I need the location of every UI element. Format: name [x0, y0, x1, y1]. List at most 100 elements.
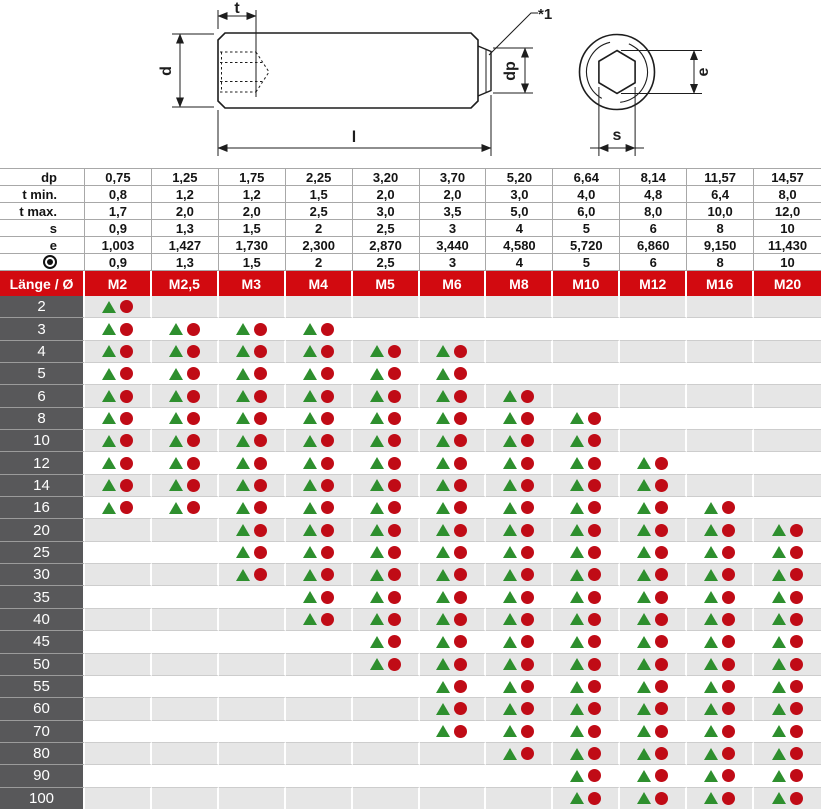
spec-row-label [0, 254, 85, 271]
red-circle-icon [387, 456, 401, 470]
red-circle-icon [119, 411, 133, 425]
e-dimension [621, 50, 702, 94]
availability-markers [503, 635, 535, 649]
availability-markers [436, 367, 468, 381]
red-circle-icon [655, 501, 669, 515]
matrix-cell [218, 541, 286, 565]
green-triangle-icon [637, 479, 652, 492]
availability-markers [369, 568, 401, 582]
matrix-cell [352, 385, 420, 408]
matrix-cell [285, 318, 353, 341]
red-circle-icon [454, 568, 468, 582]
red-circle-icon [790, 769, 804, 783]
column-header: M2,5 [151, 271, 219, 296]
dimension-label-e: e [695, 67, 712, 76]
note-leader-line [488, 12, 538, 56]
availability-markers [101, 478, 133, 492]
matrix-cell [151, 296, 219, 319]
spec-value: 4 [486, 254, 554, 271]
matrix-row: 35 [0, 586, 821, 609]
availability-markers [235, 434, 267, 448]
row-label: 2 [0, 296, 85, 319]
matrix-cell [486, 363, 554, 386]
matrix-row: 5 [0, 363, 821, 386]
red-circle-icon [722, 635, 736, 649]
matrix-cell [85, 765, 152, 788]
matrix-row: 2 [0, 296, 821, 319]
green-triangle-icon [704, 747, 719, 760]
red-circle-icon [186, 344, 200, 358]
matrix-cell [486, 340, 554, 364]
matrix-cell [151, 474, 219, 498]
matrix-cell [285, 765, 353, 788]
red-circle-icon [320, 344, 334, 358]
red-circle-icon [521, 456, 535, 470]
matrix-cell [85, 787, 152, 809]
matrix-cell [352, 474, 420, 498]
corner-cell: Länge / Ø [0, 271, 85, 296]
spec-value: 3,70 [419, 169, 487, 186]
matrix-cell [620, 541, 688, 565]
availability-markers [772, 747, 804, 761]
availability-markers [772, 523, 804, 537]
green-triangle-icon [235, 501, 250, 514]
spec-value: 0,9 [85, 254, 152, 271]
green-triangle-icon [369, 412, 384, 425]
availability-markers [637, 568, 669, 582]
availability-markers [436, 411, 468, 425]
red-circle-icon [790, 791, 804, 805]
availability-markers [302, 367, 334, 381]
spec-value: 1,75 [218, 169, 286, 186]
red-circle-icon [387, 389, 401, 403]
green-triangle-icon [637, 546, 652, 559]
matrix-cell [151, 318, 219, 341]
red-circle-icon [521, 680, 535, 694]
red-circle-icon [387, 367, 401, 381]
matrix-cell [151, 653, 219, 676]
availability-markers [704, 702, 736, 716]
green-triangle-icon [436, 501, 451, 514]
availability-markers [302, 456, 334, 470]
matrix-cell [687, 363, 755, 386]
red-circle-icon [655, 612, 669, 626]
green-triangle-icon [235, 323, 250, 336]
row-label: 12 [0, 452, 85, 475]
red-circle-icon [521, 657, 535, 671]
availability-markers [503, 389, 535, 403]
availability-markers [369, 590, 401, 604]
red-circle-icon [521, 724, 535, 738]
spec-value: 2,0 [419, 186, 487, 203]
matrix-cell [553, 452, 621, 475]
spec-value: 10 [754, 220, 821, 237]
availability-markers [503, 523, 535, 537]
bullseye-core [47, 259, 53, 265]
red-circle-icon [588, 411, 602, 425]
red-circle-icon [655, 702, 669, 716]
availability-markers [570, 568, 602, 582]
red-circle-icon [454, 523, 468, 537]
matrix-header: Länge / Ø M2 M2,5 M3 M4 M5 M6 M8 M10 M12 M16 M20 [0, 271, 821, 296]
availability-markers [436, 501, 468, 515]
green-triangle-icon [235, 546, 250, 559]
matrix-cell [419, 430, 487, 453]
matrix-cell [85, 363, 152, 386]
green-triangle-icon [570, 501, 585, 514]
green-triangle-icon [772, 613, 787, 626]
green-triangle-icon [235, 412, 250, 425]
matrix-cell [620, 564, 688, 587]
matrix-cell [486, 564, 554, 587]
spec-value: 1,3 [151, 220, 219, 237]
matrix-cell [151, 407, 219, 431]
green-triangle-icon [369, 367, 384, 380]
matrix-cell [218, 452, 286, 475]
availability-markers [235, 411, 267, 425]
availability-markers [637, 635, 669, 649]
spec-value: 11,430 [754, 237, 821, 254]
green-triangle-icon [637, 591, 652, 604]
spec-value: 1,25 [151, 169, 219, 186]
availability-markers [369, 456, 401, 470]
red-circle-icon [521, 434, 535, 448]
red-circle-icon [722, 680, 736, 694]
availability-markers [101, 389, 133, 403]
spec-value: 1,2 [218, 186, 286, 203]
